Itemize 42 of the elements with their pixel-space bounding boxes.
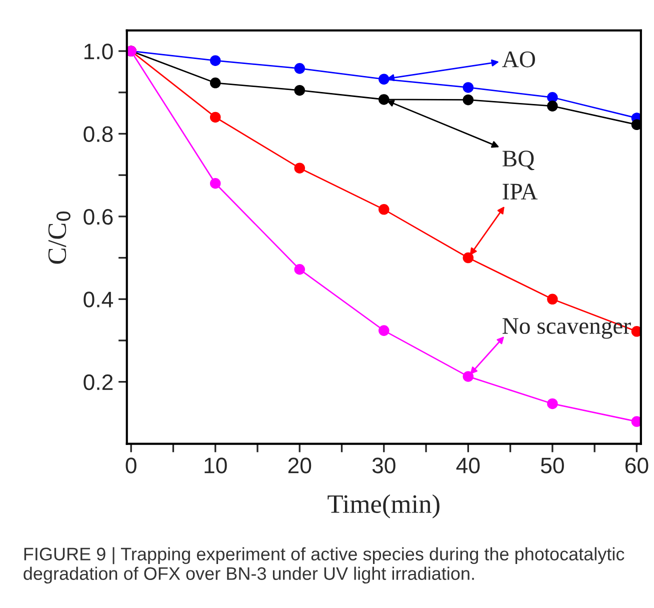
- point: [210, 55, 221, 66]
- point: [462, 371, 474, 382]
- point: [547, 92, 558, 103]
- point: [378, 94, 390, 105]
- y-tick-label: 1.0: [84, 44, 113, 60]
- y-tick-label: 0.2: [84, 374, 113, 390]
- point: [378, 325, 390, 336]
- y-tick-label: 0.8: [84, 126, 113, 142]
- point: [294, 84, 306, 96]
- point: [462, 94, 474, 106]
- point: [294, 264, 306, 275]
- x-tick-label: 30: [372, 458, 396, 474]
- point: [210, 112, 221, 123]
- y-axis-title: C/C$_{0}$: [48, 212, 70, 264]
- point: [631, 326, 641, 337]
- y-tick-label: 0.4: [84, 292, 114, 308]
- point: [210, 178, 221, 189]
- point: [631, 416, 641, 427]
- x-tick-label: 50: [540, 458, 564, 474]
- point: [294, 162, 306, 174]
- point: [462, 82, 474, 93]
- point: [378, 204, 390, 215]
- legend-label: BQ: [502, 150, 534, 170]
- point: [378, 74, 390, 85]
- point: [547, 398, 558, 410]
- x-tick-label: 0: [126, 458, 136, 474]
- point: [210, 78, 221, 88]
- point: [547, 100, 558, 112]
- x-tick-label: 60: [625, 458, 648, 474]
- legend-label: No scavenger: [502, 318, 631, 339]
- point: [631, 119, 641, 130]
- legend-label: AO: [502, 51, 536, 68]
- point: [462, 252, 474, 264]
- x-axis-title: Time(min): [328, 494, 440, 518]
- x-tick-label: 10: [204, 458, 227, 474]
- x-tick-label: 40: [456, 458, 480, 474]
- text: IPA: [502, 184, 538, 200]
- caption: FIGURE 9 | Trapping experiment of active species during the photocatalytic degradation of OFX over BN-3 under UV light irradiation.: [24, 547, 624, 584]
- y-tick-label: 0.6: [84, 208, 113, 225]
- x-tick-label: 20: [288, 458, 312, 474]
- point: [547, 294, 558, 305]
- point: [294, 63, 306, 74]
